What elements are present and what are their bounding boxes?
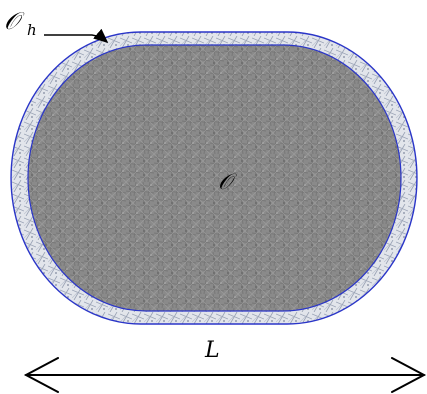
- double-headed-arrow-icon: [23, 357, 427, 393]
- boundary-layer-label: 𝒪 h: [4, 7, 37, 39]
- boundary-layer-symbol: 𝒪: [4, 7, 25, 35]
- boundary-layer-subscript: h: [27, 21, 37, 39]
- arrow-right-down-icon: [44, 28, 109, 44]
- inner-domain-region: [27, 44, 402, 312]
- length-label: L: [204, 338, 220, 363]
